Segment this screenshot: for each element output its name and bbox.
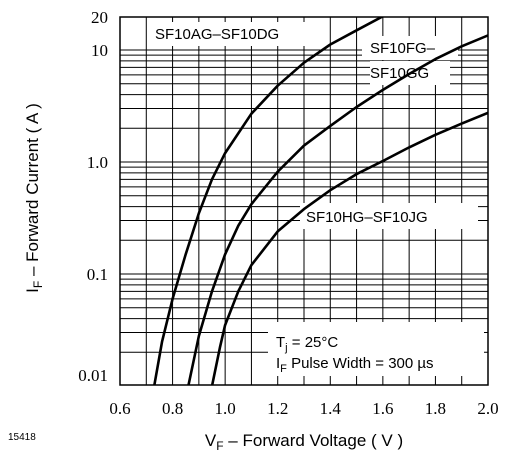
curve-label-sf10fg-line1: SF10FG– — [370, 40, 436, 57]
y-tick-label: 20 — [91, 8, 108, 27]
condition-pulse-width: IF Pulse Width = 300 µs — [276, 355, 434, 375]
label-background — [268, 322, 484, 376]
curve-series-0 — [153, 17, 384, 385]
y-tick-label: 10 — [91, 41, 108, 60]
tick-labels: 0.6 0.8 1.0 1.2 1.4 1.6 1.8 2.0 0.01 0.1 1.0 10 20 — [78, 8, 498, 418]
plot-frame — [119, 16, 489, 386]
x-tick-label: 1.4 — [320, 399, 342, 418]
x-tick-label: 1.0 — [215, 399, 236, 418]
y-axis-label: IF – Forward Current ( A ) — [23, 103, 45, 293]
curve-label-sf10ag-sf10dg: SF10AG–SF10DG — [155, 26, 279, 43]
y-tick-label: 0.01 — [78, 366, 108, 385]
curves — [153, 17, 488, 385]
condition-temperature: Tj = 25°C — [276, 334, 338, 354]
x-tick-label: 0.8 — [162, 399, 183, 418]
x-tick-label: 0.6 — [109, 399, 130, 418]
curve-label-sf10fg-line2: SF10GG — [370, 65, 429, 82]
x-tick-label: 1.6 — [372, 399, 393, 418]
curve-series-1 — [187, 34, 488, 385]
x-tick-label: 1.8 — [425, 399, 446, 418]
curve-label-sf10hg-sf10jg: SF10HG–SF10JG — [306, 209, 428, 226]
label-background — [150, 22, 320, 46]
curve-series-2 — [210, 111, 488, 385]
plot-border — [119, 16, 489, 386]
label-background — [300, 203, 478, 229]
y-tick-label: 1.0 — [87, 153, 108, 172]
curve-labels: SF10AG–SF10DG SF10FG– SF10GG SF10HG–SF10… — [155, 26, 436, 226]
x-tick-label: 1.2 — [267, 399, 288, 418]
x-axis-label: VF – Forward Voltage ( V ) — [205, 431, 403, 453]
grid — [120, 17, 488, 385]
y-tick-label: 0.1 — [87, 265, 108, 284]
figure-id: 15418 — [8, 432, 36, 443]
x-tick-label: 2.0 — [477, 399, 498, 418]
